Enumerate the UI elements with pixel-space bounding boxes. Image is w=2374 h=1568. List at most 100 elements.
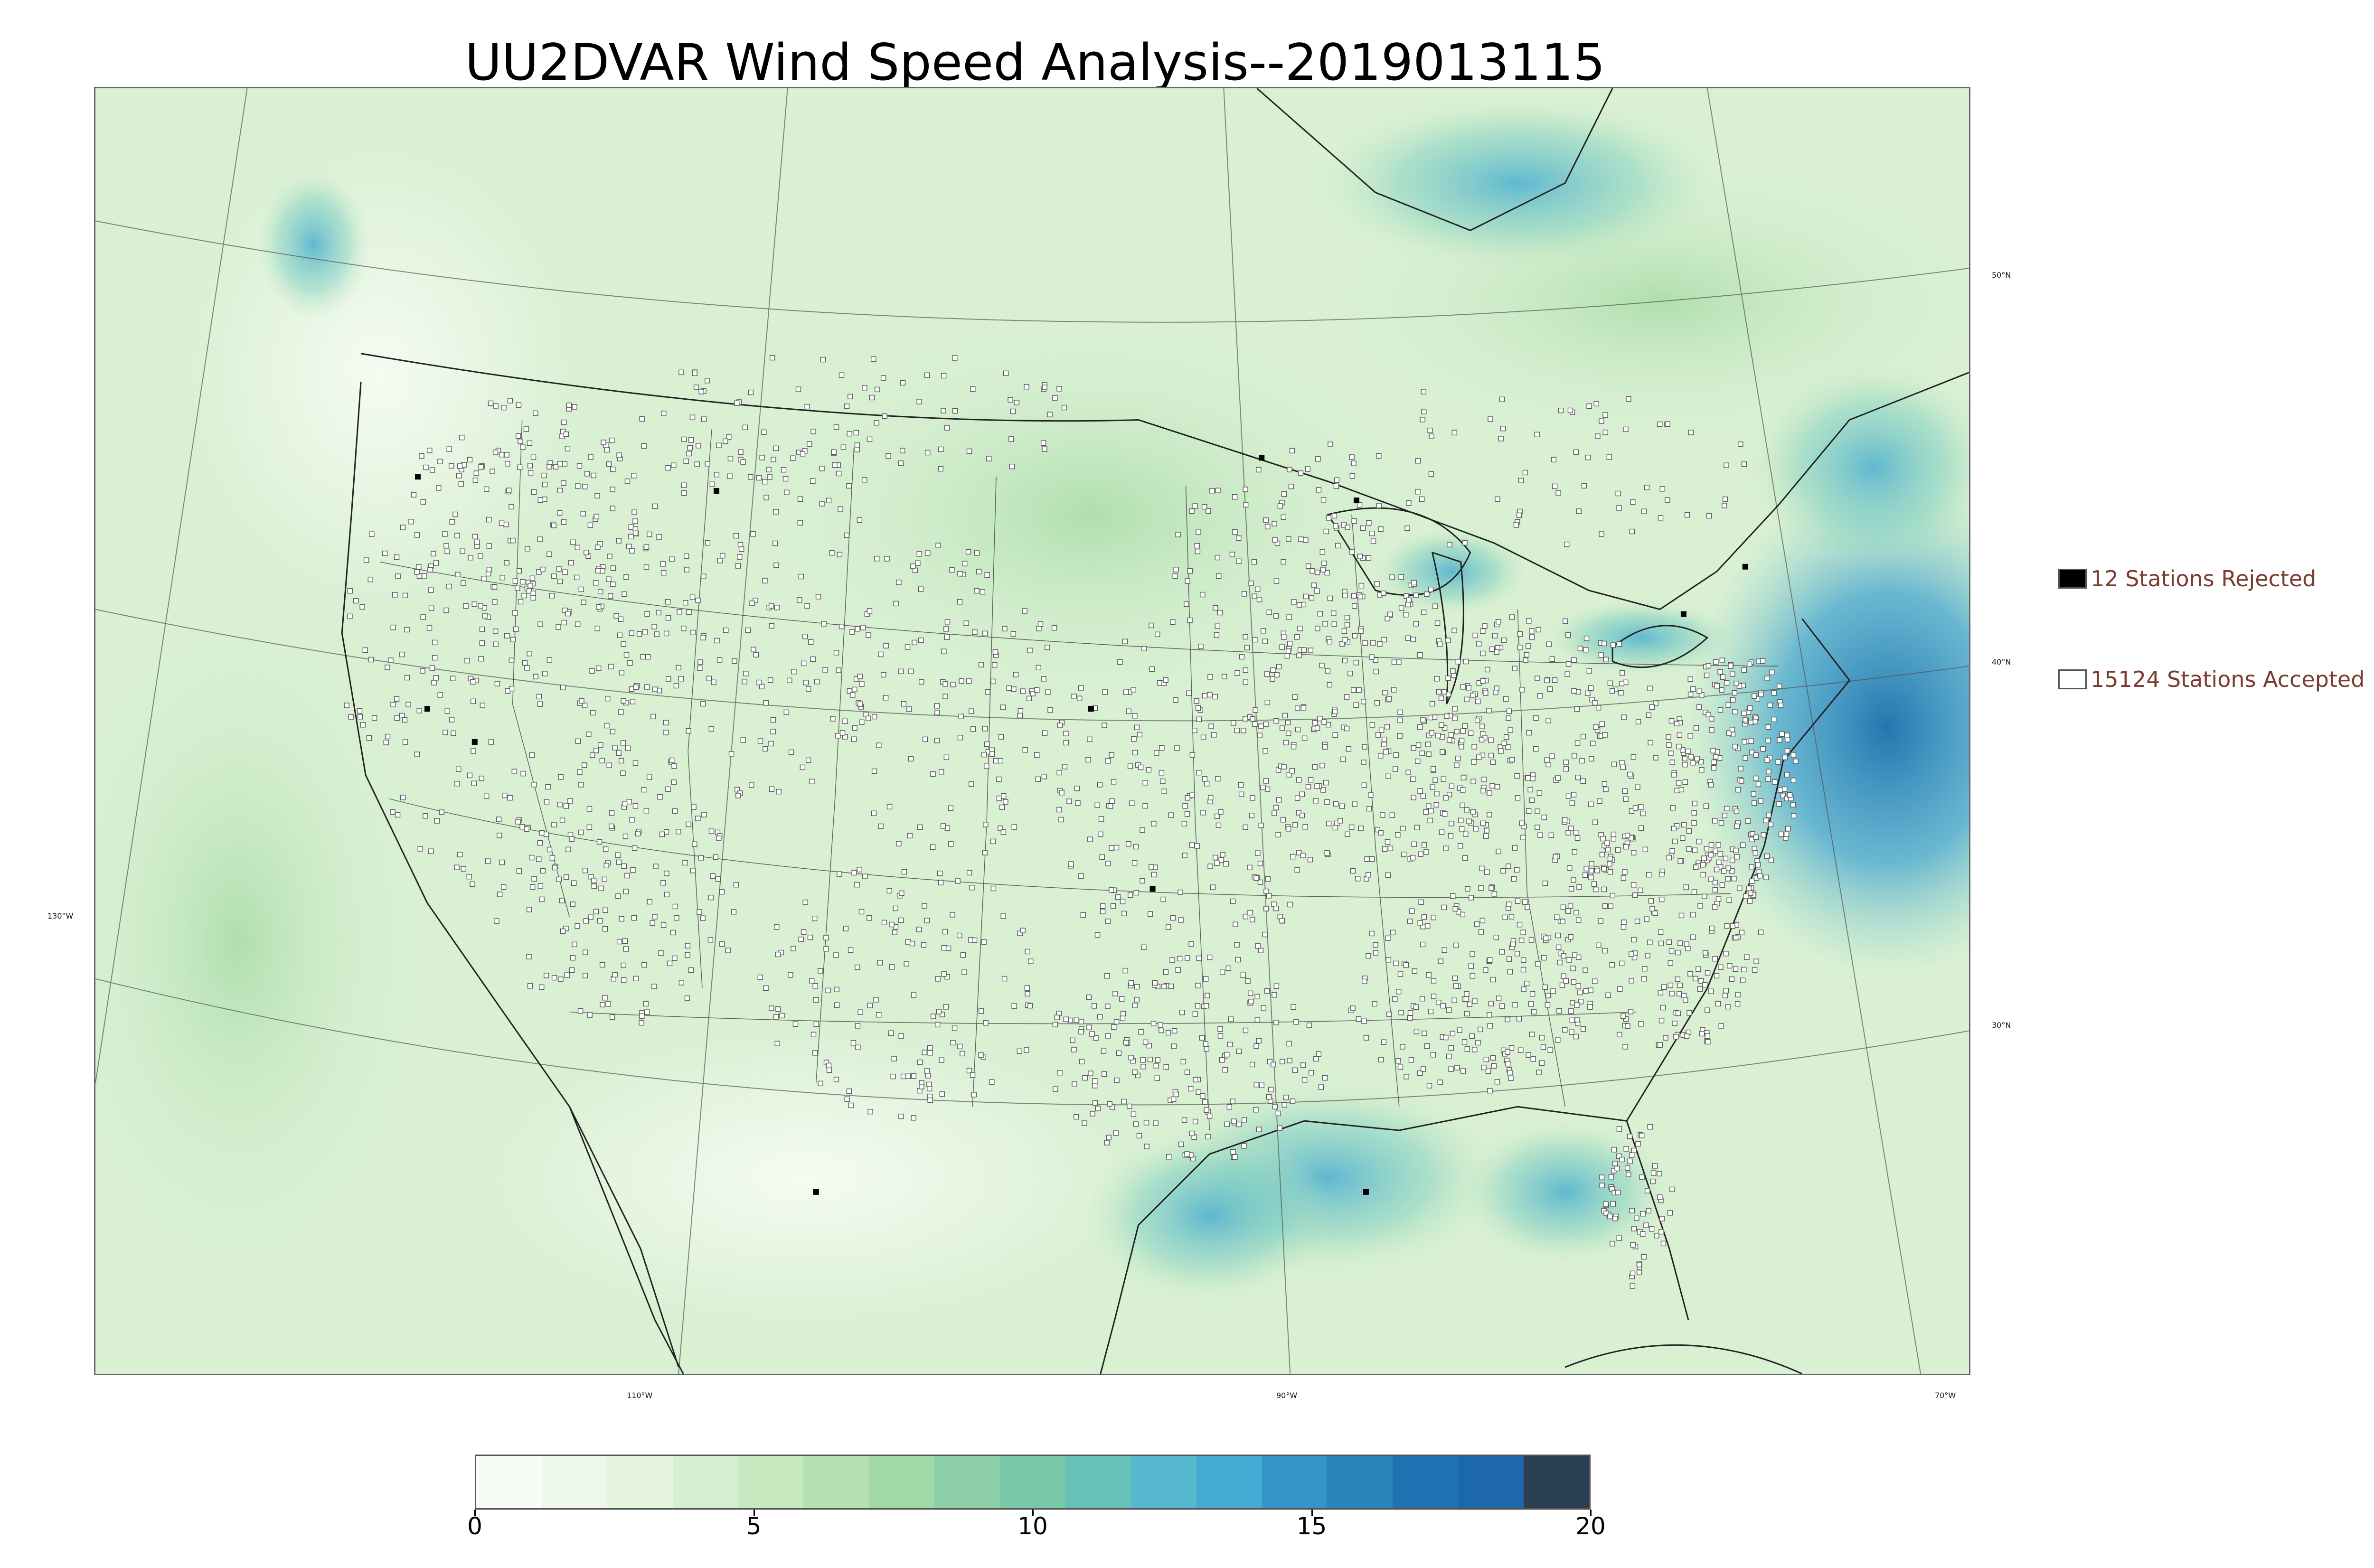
accepted-station-marker <box>1230 1099 1235 1104</box>
wind-field-pale <box>474 1026 1139 1330</box>
accepted-station-marker <box>1608 1174 1614 1180</box>
accepted-station-marker <box>1300 1062 1306 1068</box>
accepted-station-marker <box>1422 842 1427 848</box>
accepted-station-marker <box>1671 772 1677 778</box>
accepted-station-marker <box>608 593 613 599</box>
accepted-station-marker <box>1658 515 1664 521</box>
accepted-station-marker <box>1458 817 1464 823</box>
accepted-station-marker <box>1200 734 1206 740</box>
accepted-station-marker <box>769 623 774 629</box>
accepted-station-marker <box>1393 960 1399 967</box>
accepted-station-marker <box>1733 808 1740 814</box>
accepted-station-marker <box>1528 937 1535 943</box>
accepted-station-marker <box>1415 489 1421 495</box>
accepted-station-marker <box>982 726 988 732</box>
accepted-station-marker <box>713 854 719 860</box>
accepted-station-marker <box>1397 733 1403 739</box>
accepted-station-marker <box>1686 846 1692 852</box>
accepted-station-marker <box>1210 884 1216 890</box>
accepted-station-marker <box>806 757 811 763</box>
accepted-station-marker <box>1227 1042 1233 1047</box>
accepted-station-marker <box>1302 824 1308 830</box>
accepted-station-marker <box>593 748 599 753</box>
accepted-station-marker <box>1502 914 1508 920</box>
accepted-station-marker <box>1273 718 1279 724</box>
accepted-station-marker <box>1017 1048 1022 1054</box>
accepted-station-marker <box>1109 752 1114 758</box>
accepted-station-marker <box>1121 1011 1126 1016</box>
accepted-station-marker <box>1074 1017 1079 1023</box>
accepted-station-marker <box>1115 894 1121 900</box>
accepted-station-marker <box>779 1013 785 1018</box>
accepted-station-marker <box>1649 704 1655 710</box>
accepted-station-marker <box>1491 891 1498 897</box>
colorbar-segment <box>1196 1456 1262 1508</box>
accepted-station-marker <box>1710 748 1716 753</box>
accepted-station-marker <box>528 582 533 589</box>
accepted-station-marker <box>1680 747 1686 753</box>
accepted-station-marker <box>788 972 793 978</box>
rejected-station-marker <box>1353 498 1359 504</box>
accepted-station-marker <box>1764 676 1770 681</box>
accepted-station-marker <box>867 436 873 442</box>
accepted-station-marker <box>506 488 512 493</box>
accepted-station-marker <box>819 466 825 471</box>
accepted-station-marker <box>927 1050 933 1056</box>
accepted-station-marker <box>924 918 930 923</box>
accepted-station-marker <box>1370 640 1376 646</box>
accepted-station-marker <box>938 769 944 775</box>
great-lakes <box>1327 507 1471 596</box>
accepted-station-marker <box>705 461 710 467</box>
accepted-station-marker <box>1252 593 1257 599</box>
accepted-station-marker <box>1464 1011 1470 1016</box>
accepted-station-marker <box>1378 526 1384 532</box>
hudson-bay <box>1256 88 1613 231</box>
accepted-station-marker <box>1602 640 1607 647</box>
accepted-station-marker <box>802 900 808 905</box>
accepted-station-marker <box>808 639 814 645</box>
accepted-station-marker <box>1565 830 1571 836</box>
accepted-station-marker <box>382 550 388 556</box>
accepted-station-marker <box>1305 784 1311 789</box>
accepted-station-marker <box>1261 1005 1266 1011</box>
accepted-station-marker <box>1427 817 1433 824</box>
accepted-station-marker <box>1545 993 1551 998</box>
accepted-station-marker <box>1595 433 1601 439</box>
accepted-station-marker <box>404 627 410 633</box>
parallel-30n <box>95 978 1969 1106</box>
accepted-station-marker <box>1348 824 1355 830</box>
accepted-station-marker <box>1453 942 1459 948</box>
accepted-station-marker <box>402 592 408 599</box>
accepted-station-marker <box>1639 1174 1645 1180</box>
accepted-station-marker <box>1364 856 1370 862</box>
accepted-station-marker <box>629 817 635 823</box>
accepted-station-marker <box>1499 949 1505 955</box>
accepted-station-marker <box>1787 792 1793 798</box>
accepted-station-marker <box>1327 639 1332 645</box>
accepted-station-marker <box>1509 614 1515 620</box>
accepted-station-marker <box>641 443 647 449</box>
accepted-station-marker <box>1499 1003 1505 1009</box>
accepted-station-marker <box>1054 1014 1060 1020</box>
accepted-station-marker <box>1608 903 1613 909</box>
accepted-station-marker <box>1503 696 1509 702</box>
accepted-station-marker <box>446 583 452 590</box>
accepted-station-marker <box>1106 1135 1112 1140</box>
accepted-station-marker <box>1052 395 1058 401</box>
wind-field-gulf <box>1086 1130 1333 1301</box>
accepted-station-marker <box>1644 916 1649 922</box>
accepted-station-marker <box>483 486 490 492</box>
accepted-station-marker <box>1452 715 1458 721</box>
accepted-station-marker <box>479 775 484 781</box>
accepted-station-marker <box>753 598 758 603</box>
accepted-station-marker <box>1478 1026 1483 1033</box>
rejected-station-marker <box>714 488 720 494</box>
accepted-station-marker <box>742 424 748 431</box>
accepted-station-marker <box>1528 1001 1534 1007</box>
accepted-station-marker <box>1111 1024 1117 1030</box>
accepted-station-marker <box>1236 1121 1242 1127</box>
accepted-station-marker <box>1082 1075 1088 1081</box>
accepted-station-marker <box>1522 469 1528 476</box>
accepted-station-marker <box>772 540 778 546</box>
accepted-station-marker <box>471 780 477 786</box>
